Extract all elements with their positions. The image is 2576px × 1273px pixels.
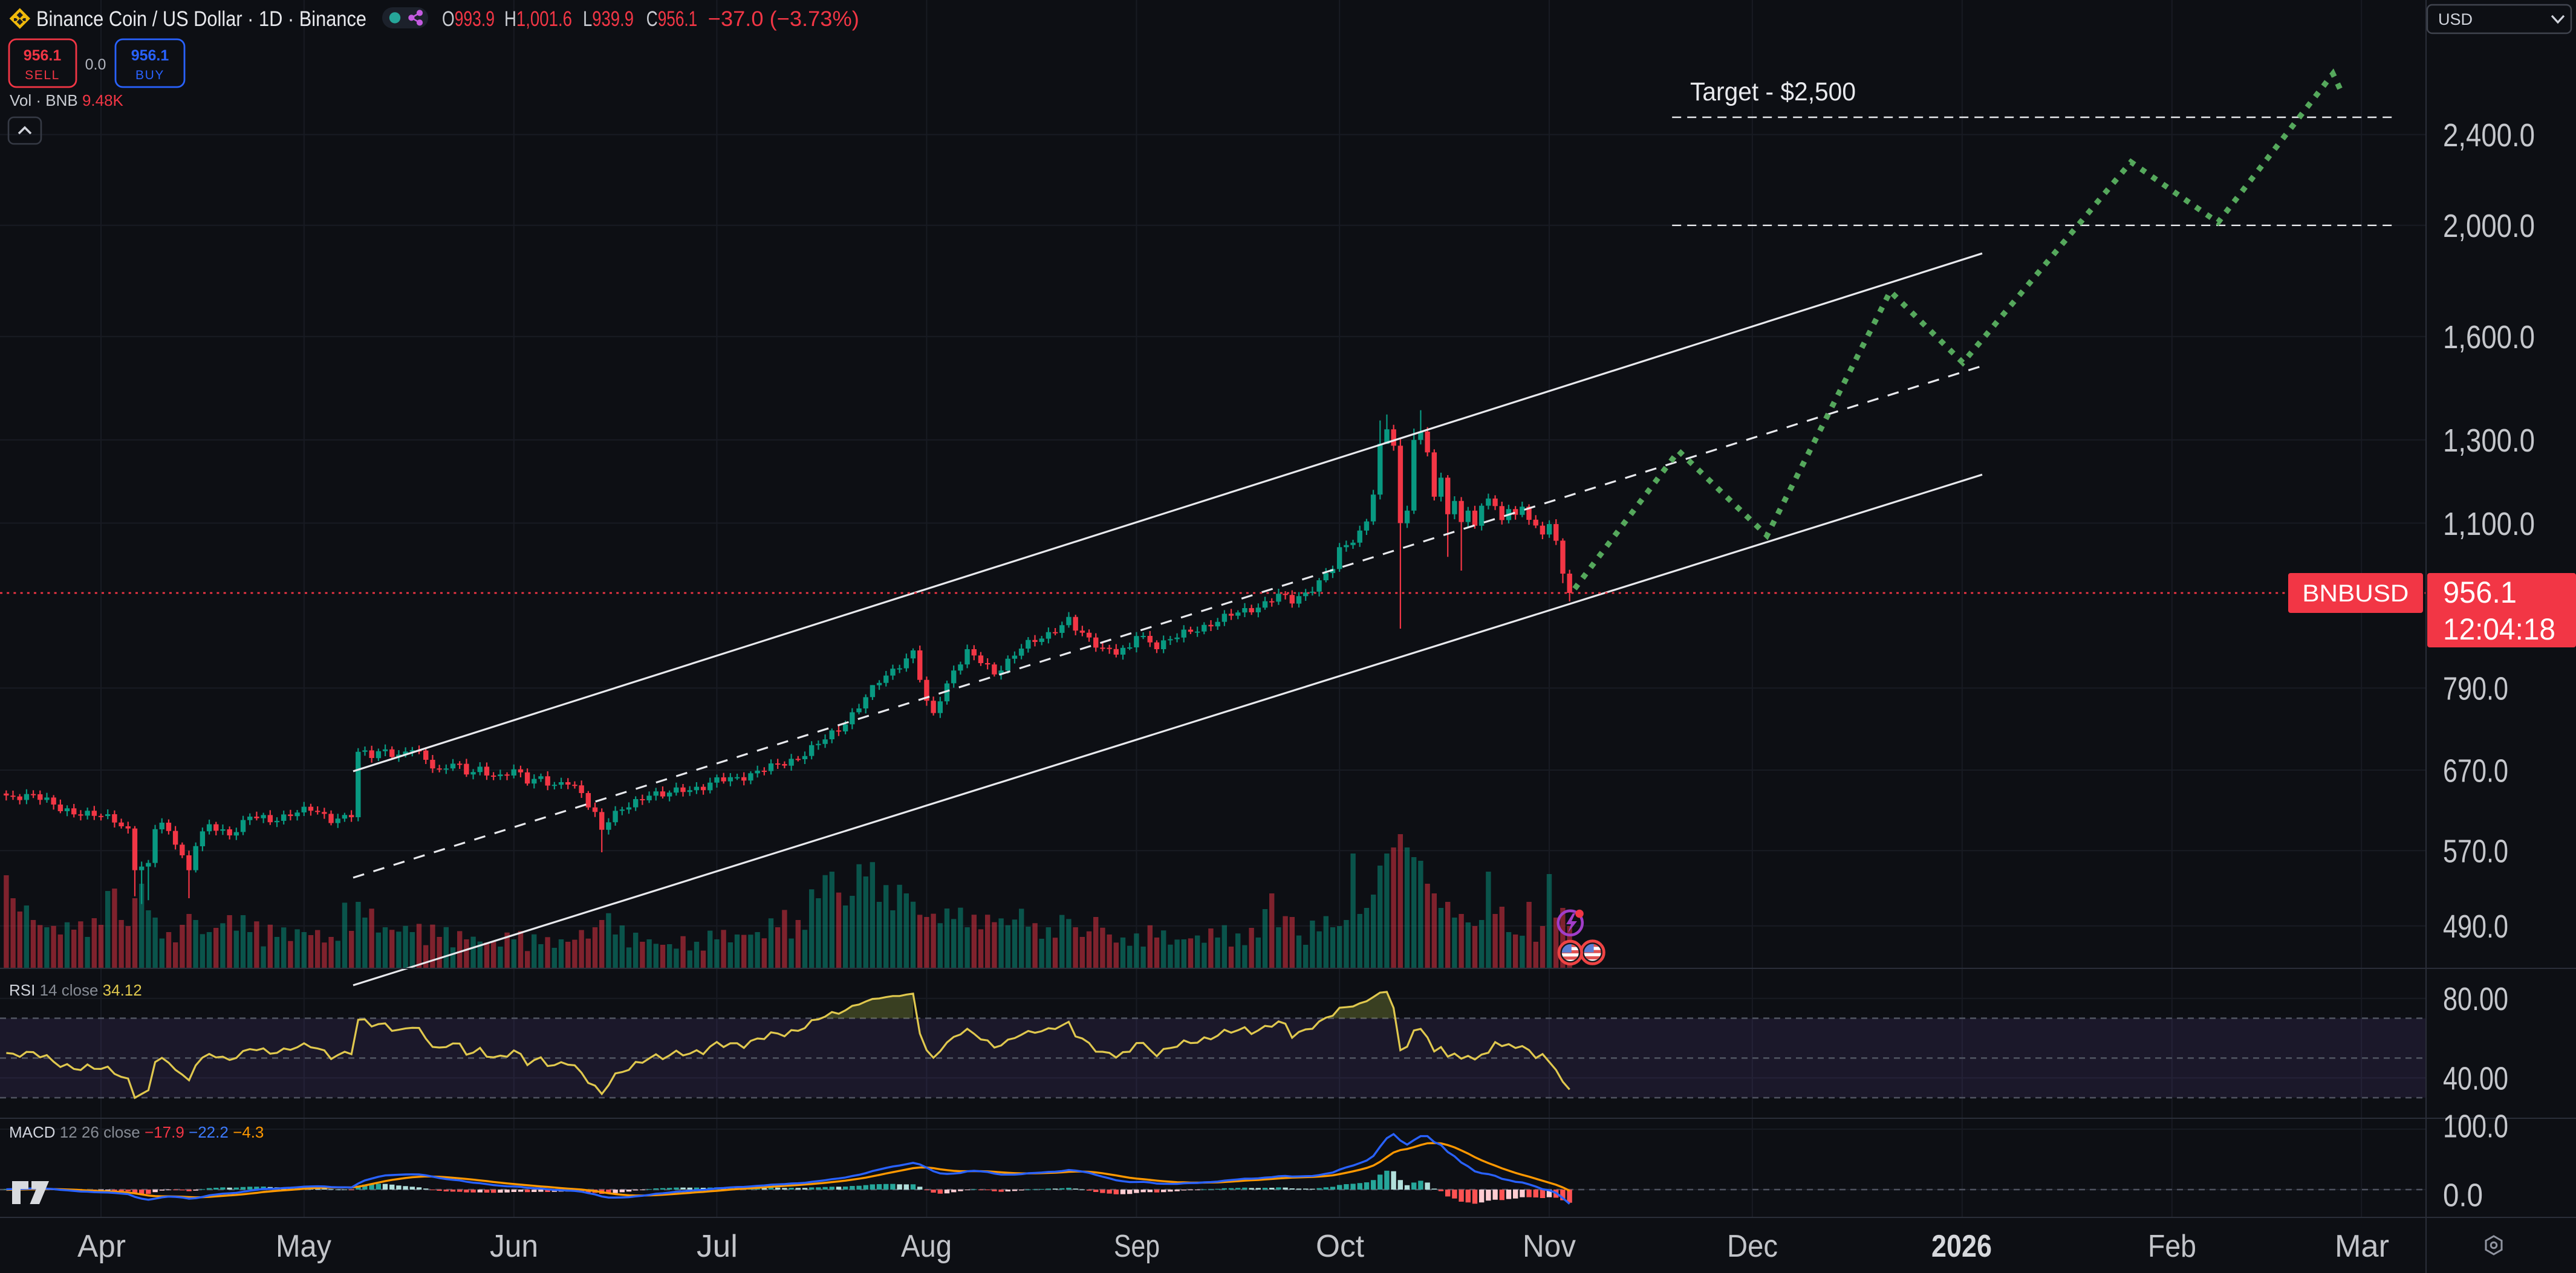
svg-text:RSI 14 close 34.12: RSI 14 close 34.12	[9, 981, 142, 999]
svg-text:0.0: 0.0	[85, 56, 106, 73]
svg-text:Oct: Oct	[1316, 1229, 1365, 1264]
svg-text:0.0: 0.0	[2443, 1177, 2483, 1213]
svg-text:956.1: 956.1	[2443, 575, 2517, 609]
svg-text:100.0: 100.0	[2443, 1108, 2508, 1144]
svg-text:C956.1: C956.1	[646, 7, 697, 31]
svg-text:Sep: Sep	[1114, 1229, 1160, 1264]
svg-text:Jul: Jul	[697, 1229, 738, 1264]
svg-text:−37.0 (−3.73%): −37.0 (−3.73%)	[708, 7, 859, 31]
svg-text:2,400.0: 2,400.0	[2443, 117, 2535, 154]
svg-text:L939.9: L939.9	[583, 7, 634, 31]
svg-text:BUY: BUY	[135, 68, 164, 82]
svg-text:Feb: Feb	[2148, 1229, 2196, 1264]
svg-text:1,300.0: 1,300.0	[2443, 423, 2535, 459]
svg-text:12:04:18: 12:04:18	[2443, 612, 2555, 646]
svg-text:956.1: 956.1	[24, 47, 62, 64]
svg-text:USD: USD	[2438, 10, 2473, 28]
svg-text:Mar: Mar	[2335, 1229, 2389, 1264]
svg-text:570.0: 570.0	[2443, 834, 2508, 870]
svg-text:Dec: Dec	[1727, 1229, 1778, 1264]
svg-text:Nov: Nov	[1523, 1229, 1576, 1264]
svg-text:BNBUSD: BNBUSD	[2302, 580, 2408, 607]
svg-text:790.0: 790.0	[2443, 671, 2508, 707]
svg-text:1,600.0: 1,600.0	[2443, 319, 2535, 355]
svg-text:SELL: SELL	[25, 68, 60, 82]
svg-text:670.0: 670.0	[2443, 753, 2508, 789]
svg-text:Jun: Jun	[490, 1229, 538, 1264]
svg-text:490.0: 490.0	[2443, 909, 2508, 945]
svg-text:956.1: 956.1	[131, 47, 169, 64]
svg-text:80.00: 80.00	[2443, 981, 2508, 1017]
svg-text:O993.9: O993.9	[442, 7, 495, 31]
svg-text:Vol · BNB 9.48K: Vol · BNB 9.48K	[10, 91, 124, 109]
svg-text:Aug: Aug	[901, 1229, 952, 1264]
svg-text:1,100.0: 1,100.0	[2443, 506, 2535, 542]
svg-text:May: May	[276, 1229, 331, 1264]
svg-text:H1,001.6: H1,001.6	[504, 7, 572, 31]
svg-text:2026: 2026	[1931, 1229, 1992, 1264]
svg-text:MACD 12 26 close −17.9 −22.2: MACD 12 26 close −17.9 −22.2 −4.3	[9, 1123, 264, 1141]
svg-text:2,000.0: 2,000.0	[2443, 208, 2535, 244]
svg-text:Target - $2,500: Target - $2,500	[1690, 77, 1856, 106]
svg-text:40.00: 40.00	[2443, 1061, 2508, 1097]
svg-text:Binance Coin / US Dollar · 1D: Binance Coin / US Dollar · 1D · Binance	[36, 7, 366, 31]
svg-text:Apr: Apr	[77, 1229, 126, 1264]
